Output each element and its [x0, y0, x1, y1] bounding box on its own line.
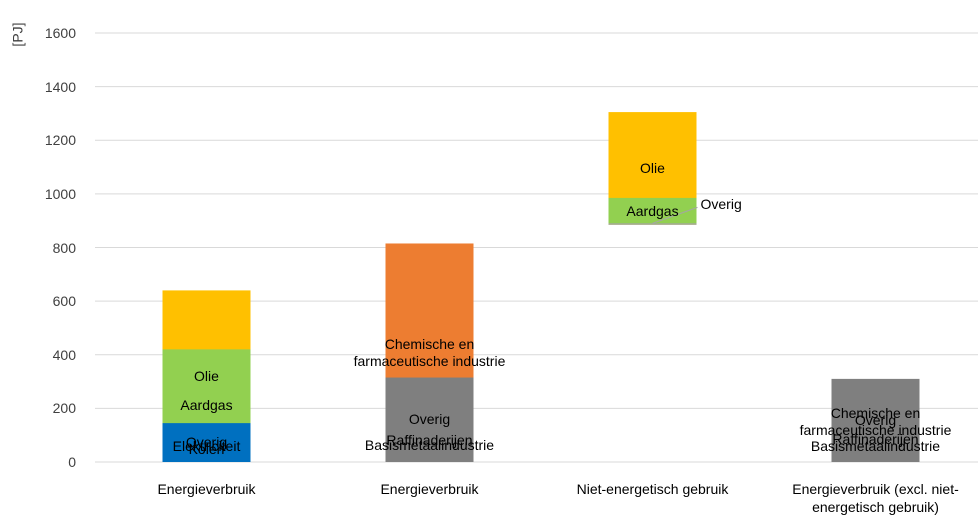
bar-segment — [831, 378, 920, 462]
x-tick-label: Energieverbruik — [380, 481, 479, 497]
y-tick-label: 800 — [52, 239, 76, 256]
segment-label: Raffinaderijen — [386, 432, 473, 449]
segment-label: Overig — [408, 411, 451, 428]
segment-label: Aardgas — [180, 397, 233, 414]
segment-label: Elektriciteit — [172, 438, 241, 455]
leader-line — [652, 206, 698, 224]
y-tick-label: 200 — [52, 400, 76, 417]
segment-label: Olie — [194, 367, 219, 384]
segment-label: Overig — [700, 196, 742, 213]
bar-segment — [608, 197, 697, 225]
segment-label: Raffinaderijen — [832, 431, 919, 448]
y-tick-label: 1400 — [44, 78, 76, 95]
bar-segment — [385, 377, 474, 462]
segment-label: Aardgas — [626, 202, 679, 219]
segment-label: Overig — [854, 411, 897, 428]
segment-label: Basismetaalindustrie — [364, 437, 495, 454]
segment-label: Overig — [185, 434, 228, 451]
x-tick-label: Energieverbruik — [157, 481, 256, 497]
segment-label: Chemische en farmaceutische industrie — [353, 335, 506, 369]
bar-segment — [162, 423, 251, 462]
y-tick-label: 0 — [68, 454, 76, 470]
x-tick-label: Niet-energetisch gebruik — [576, 481, 729, 497]
y-tick-label: 1600 — [44, 25, 76, 41]
y-tick-label: 400 — [52, 346, 76, 363]
segment-label: Chemische en farmaceutische industrie — [799, 405, 952, 439]
y-tick-label: 1000 — [44, 185, 76, 202]
segment-label: Kolen — [188, 441, 225, 458]
segment-label: Olie — [640, 159, 665, 176]
bar-segment — [608, 223, 697, 225]
y-axis-label: [PJ] — [9, 22, 26, 47]
y-tick-label: 600 — [52, 293, 76, 310]
segment-label: Basismetaalindustrie — [810, 438, 941, 455]
y-tick-label: 1200 — [44, 132, 76, 149]
x-tick-label: Energieverbruik (excl. niet-energetisch … — [792, 481, 959, 515]
